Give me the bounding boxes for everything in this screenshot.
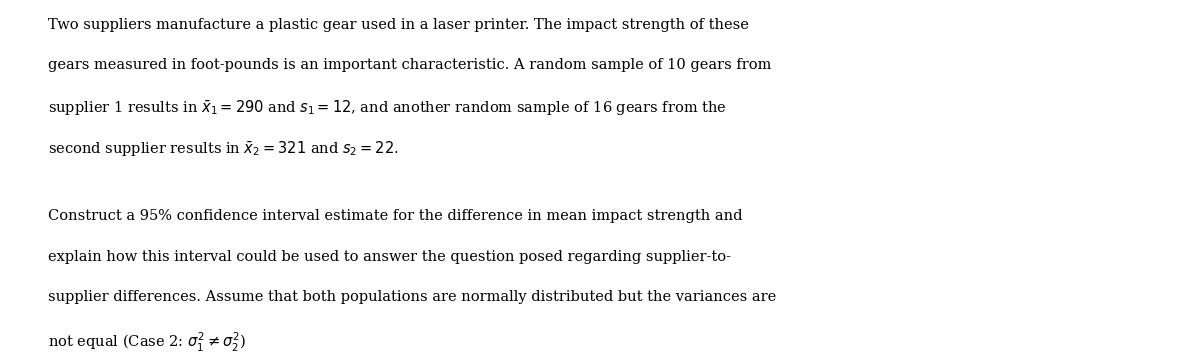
Text: second supplier results in $\bar{x}_2 = 321$ and $s_2 = 22$.: second supplier results in $\bar{x}_2 = … [48, 140, 398, 159]
Text: supplier differences. Assume that both populations are normally distributed but : supplier differences. Assume that both p… [48, 290, 776, 304]
Text: gears measured in foot-pounds is an important characteristic. A random sample of: gears measured in foot-pounds is an impo… [48, 58, 772, 73]
Text: Two suppliers manufacture a plastic gear used in a laser printer. The impact str: Two suppliers manufacture a plastic gear… [48, 18, 749, 32]
Text: explain how this interval could be used to answer the question posed regarding s: explain how this interval could be used … [48, 250, 731, 264]
Text: supplier 1 results in $\bar{x}_1 = 290$ and $s_1 = 12$, and another random sampl: supplier 1 results in $\bar{x}_1 = 290$ … [48, 99, 727, 118]
Text: not equal (Case 2: $\sigma_1^2 \neq \sigma_2^2$): not equal (Case 2: $\sigma_1^2 \neq \sig… [48, 331, 246, 354]
Text: Construct a 95% confidence interval estimate for the difference in mean impact s: Construct a 95% confidence interval esti… [48, 209, 743, 223]
